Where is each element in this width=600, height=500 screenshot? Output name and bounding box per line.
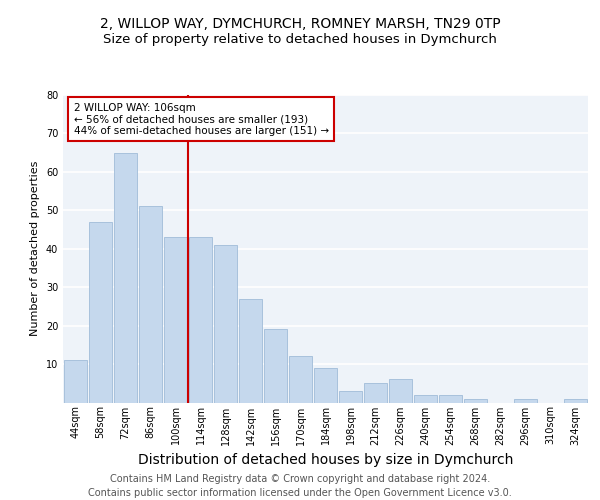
Y-axis label: Number of detached properties: Number of detached properties <box>30 161 40 336</box>
Bar <box>89 222 112 402</box>
Bar <box>188 237 212 402</box>
Bar <box>338 391 362 402</box>
Bar <box>413 395 437 402</box>
Bar <box>113 152 137 402</box>
X-axis label: Distribution of detached houses by size in Dymchurch: Distribution of detached houses by size … <box>138 453 513 467</box>
Bar <box>139 206 163 402</box>
Bar <box>364 384 388 402</box>
Bar <box>314 368 337 402</box>
Bar <box>64 360 88 403</box>
Text: 2, WILLOP WAY, DYMCHURCH, ROMNEY MARSH, TN29 0TP: 2, WILLOP WAY, DYMCHURCH, ROMNEY MARSH, … <box>100 18 500 32</box>
Bar <box>389 380 412 402</box>
Bar <box>263 330 287 402</box>
Bar <box>164 237 187 402</box>
Text: 2 WILLOP WAY: 106sqm
← 56% of detached houses are smaller (193)
44% of semi-deta: 2 WILLOP WAY: 106sqm ← 56% of detached h… <box>74 102 329 136</box>
Bar <box>563 398 587 402</box>
Bar <box>289 356 313 403</box>
Text: Contains HM Land Registry data © Crown copyright and database right 2024.
Contai: Contains HM Land Registry data © Crown c… <box>88 474 512 498</box>
Bar <box>514 398 538 402</box>
Bar <box>214 245 238 402</box>
Bar <box>464 398 487 402</box>
Bar <box>439 395 463 402</box>
Text: Size of property relative to detached houses in Dymchurch: Size of property relative to detached ho… <box>103 32 497 46</box>
Bar <box>239 298 262 403</box>
